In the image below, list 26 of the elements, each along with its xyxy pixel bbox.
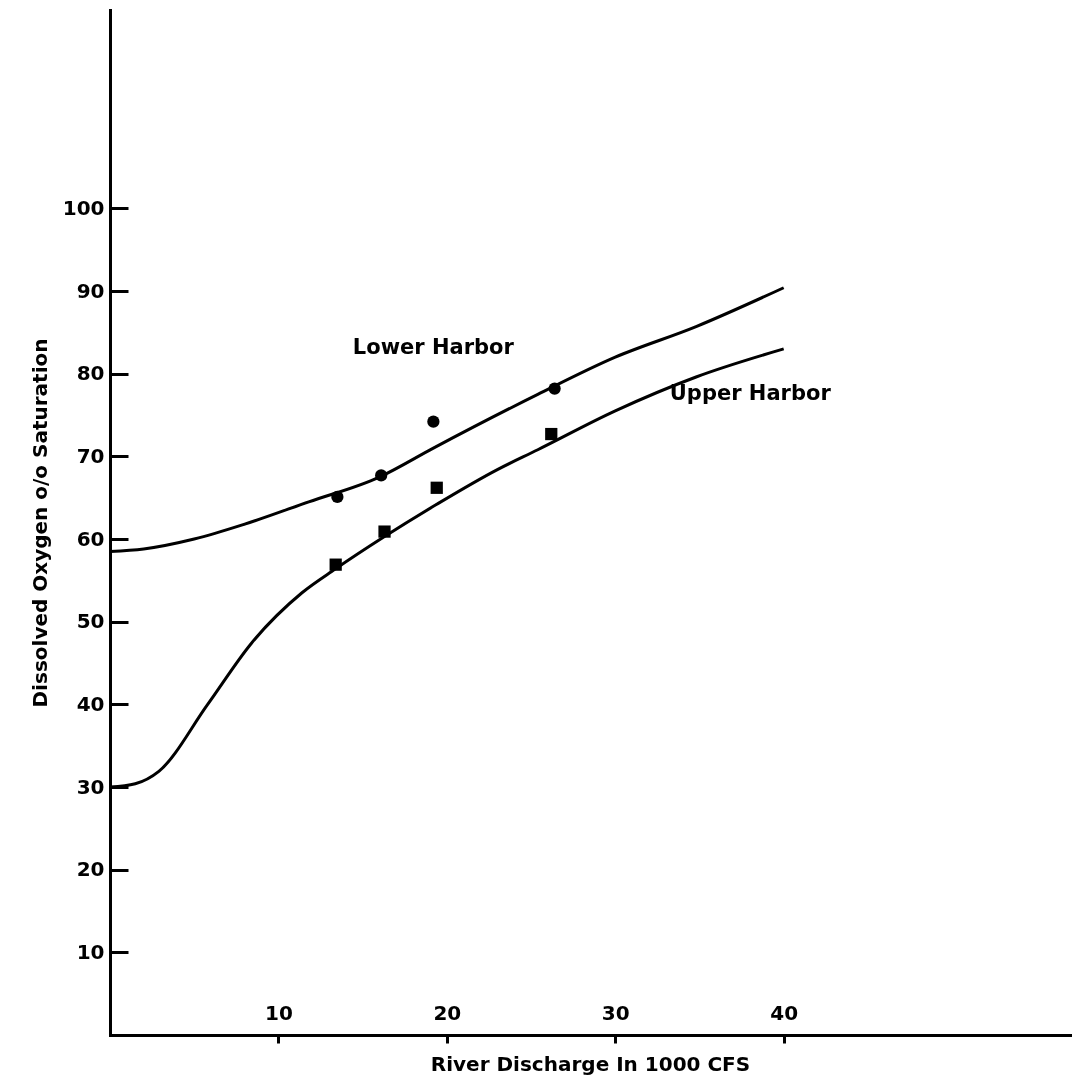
series-label: Upper Harbor bbox=[669, 380, 832, 405]
y-axis-title: Dissolved Oxygen o/o Saturation bbox=[27, 338, 52, 708]
point bbox=[378, 525, 391, 538]
y-tick-label: 40 bbox=[76, 691, 105, 716]
y-tick-label: 60 bbox=[76, 526, 105, 551]
point bbox=[375, 469, 388, 482]
y-tick-label: 30 bbox=[76, 774, 105, 799]
point bbox=[427, 415, 440, 428]
point bbox=[329, 558, 342, 571]
x-axis-title: River Discharge In 1000 CFS bbox=[430, 1052, 751, 1076]
y-tick-label: 70 bbox=[76, 443, 105, 468]
y-tick-label: 100 bbox=[62, 195, 105, 220]
y-tick-label: 10 bbox=[76, 939, 105, 964]
point bbox=[545, 427, 558, 441]
y-tick-label: 80 bbox=[76, 361, 105, 386]
x-tick-label: 20 bbox=[433, 1000, 462, 1025]
y-tick-label: 90 bbox=[76, 278, 105, 303]
point bbox=[331, 490, 344, 503]
text: Lower Harbor bbox=[352, 335, 515, 360]
point bbox=[430, 481, 443, 494]
y-tick-label: 50 bbox=[76, 609, 105, 634]
y-tick-label: 20 bbox=[76, 857, 105, 882]
point bbox=[548, 382, 561, 395]
x-tick-label: 30 bbox=[601, 1000, 630, 1025]
x-tick-label: 10 bbox=[265, 1000, 293, 1025]
x-tick-label: 40 bbox=[770, 1000, 799, 1025]
